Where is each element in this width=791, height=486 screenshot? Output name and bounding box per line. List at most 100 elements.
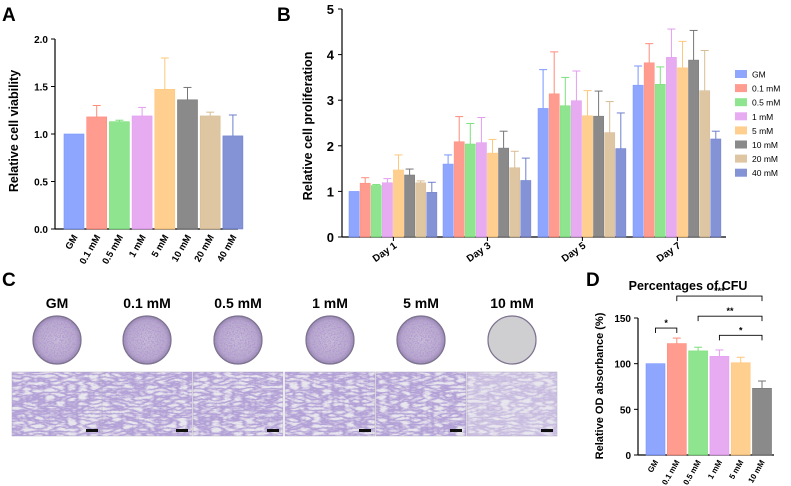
chart-a-xtick-label: GM [63,233,80,252]
panel-c-micrograph-cells [193,372,283,436]
chart-d-significance-bracket [676,295,763,302]
chart-b-legend-swatch [735,168,747,177]
panel-c-plate-colonies [34,317,80,363]
chart-b-bar [370,185,382,238]
chart-d-xtick-label: 0.5 mM [681,458,703,486]
chart-b-bar [520,180,532,238]
chart-a-xtick-label: 10 mM [170,233,194,264]
chart-a-bar [177,99,198,230]
chart-b-bar [615,148,627,238]
chart-a-viability: Relative cell viability 0.0 0.5 1.0 1.5 2.0 G… [7,35,244,266]
chart-b-bar [359,182,371,238]
chart-d-significance-bracket [718,334,763,341]
panel-c-plate-colonies [398,317,444,363]
chart-d-ytick-label: 150 [614,314,631,325]
chart-b-bar [382,182,393,238]
panel-c-micrograph-cells [467,372,557,436]
chart-d-significance-label: * [664,318,668,328]
chart-d-bar [666,343,687,456]
panel-c-scale-bar [267,429,279,432]
chart-d-xtick-label: 1 mM [706,458,724,481]
panel-letter-c: C [2,270,16,291]
chart-b-bar [593,115,604,238]
chart-b-bar [348,191,360,238]
chart-a-bar [109,121,130,230]
chart-b-xtick-label: Day 1 [371,240,400,265]
chart-a-xtick-label: 20 mM [192,233,216,264]
panel-c-plate-colonies [307,317,353,363]
chart-b-legend-swatch [735,70,747,78]
chart-b-ytick-label: 2 [327,139,334,154]
chart-d-significance-label: *** [714,286,725,296]
chart-d-xtick-label: GM [646,458,660,474]
chart-b-bar [393,169,404,238]
chart-a-ytick-label: 0.0 [34,225,48,236]
chart-d-significance-label: * [739,325,743,335]
chart-b-legend-swatch [735,154,747,163]
chart-d-cfu: Percentages of CFU Relative OD absorbanc… [594,279,774,486]
chart-d-xtick-label: 10 mM [746,458,766,484]
panel-letter-b: B [277,5,291,26]
chart-b-xtick-label: Day 5 [560,240,589,265]
chart-b-proliferation: Relative cell proliferation 0 1 2 3 4 5 Day 1 D… [301,2,780,265]
chart-d-bar [688,350,708,456]
chart-b-bar [710,138,722,238]
panel-c-plate-rim [122,315,172,365]
chart-d-ytick-label: 50 [620,405,632,416]
chart-b-bar [537,108,549,238]
chart-b-bar [582,115,593,238]
chart-b-ytick-label: 3 [327,93,334,108]
chart-b-legend-label: 20 mM [752,154,778,164]
chart-a-ylabel: Relative cell viability [7,70,21,192]
chart-b-bar [404,174,415,238]
panel-c-cfu-images: GM 0.1 mM 0.5 mM 1 mM 5 mM 10 mM [11,295,558,437]
chart-d-ytick-label: 0 [625,451,631,462]
chart-b-bar [643,62,655,238]
chart-b-legend-swatch [735,98,747,107]
panel-c-scale-bar [86,429,98,432]
chart-b-legend-swatch [735,84,747,93]
chart-a-ytick-label: 1.5 [34,83,48,94]
chart-b-xtick-label: Day 3 [465,240,494,265]
chart-a-xtick-label: 0.5 mM [100,233,126,266]
panel-c-micrograph-cells [285,372,375,436]
panel-c-scale-bar [450,429,462,432]
chart-a-bar [86,116,107,230]
chart-b-bar [415,182,427,238]
chart-b-bar [509,167,521,238]
chart-b-bar [699,90,711,238]
panel-c-group-label: GM [46,295,69,311]
chart-b-bar [559,105,571,238]
chart-d-title: Percentages of CFU [629,279,748,293]
chart-b-ytick-label: 4 [327,48,335,63]
chart-b-legend-label: GM [752,70,766,80]
panel-letter-a: A [2,5,16,26]
chart-b-legend-swatch [735,112,747,121]
chart-b-legend-label: 5 mM [752,126,773,136]
chart-b-bar [442,163,454,238]
chart-d-bar [752,388,772,456]
chart-b-bar [476,142,487,238]
panel-c-scale-bar [541,429,553,432]
panel-c-plate-colonies [215,317,261,363]
panel-c-scale-bar [176,429,188,432]
chart-a-ytick-label: 2.0 [34,35,48,46]
panel-c-scale-bar [359,429,371,432]
chart-d-significance-bracket [697,315,763,322]
panel-c-group-label: 10 mM [490,295,534,311]
chart-b-legend-label: 0.5 mM [752,98,780,108]
chart-b-ylabel: Relative cell proliferation [301,52,315,201]
chart-d-bar [709,356,730,456]
chart-d-ylabel: Relative OD absorbance (%) [594,312,606,459]
chart-b-bar [604,132,616,238]
chart-b-bar [426,192,438,238]
panel-c-group-label: 0.5 mM [214,295,261,311]
panel-c-plate-rim [305,315,355,365]
chart-a-ytick-label: 1.0 [34,130,48,141]
panel-letter-d: D [586,270,600,291]
panel-c-micrograph-cells [376,372,466,436]
chart-a-bar [63,133,85,230]
chart-d-xtick-label: 0.1 mM [660,458,682,486]
panel-c-plate-rim [396,315,446,365]
